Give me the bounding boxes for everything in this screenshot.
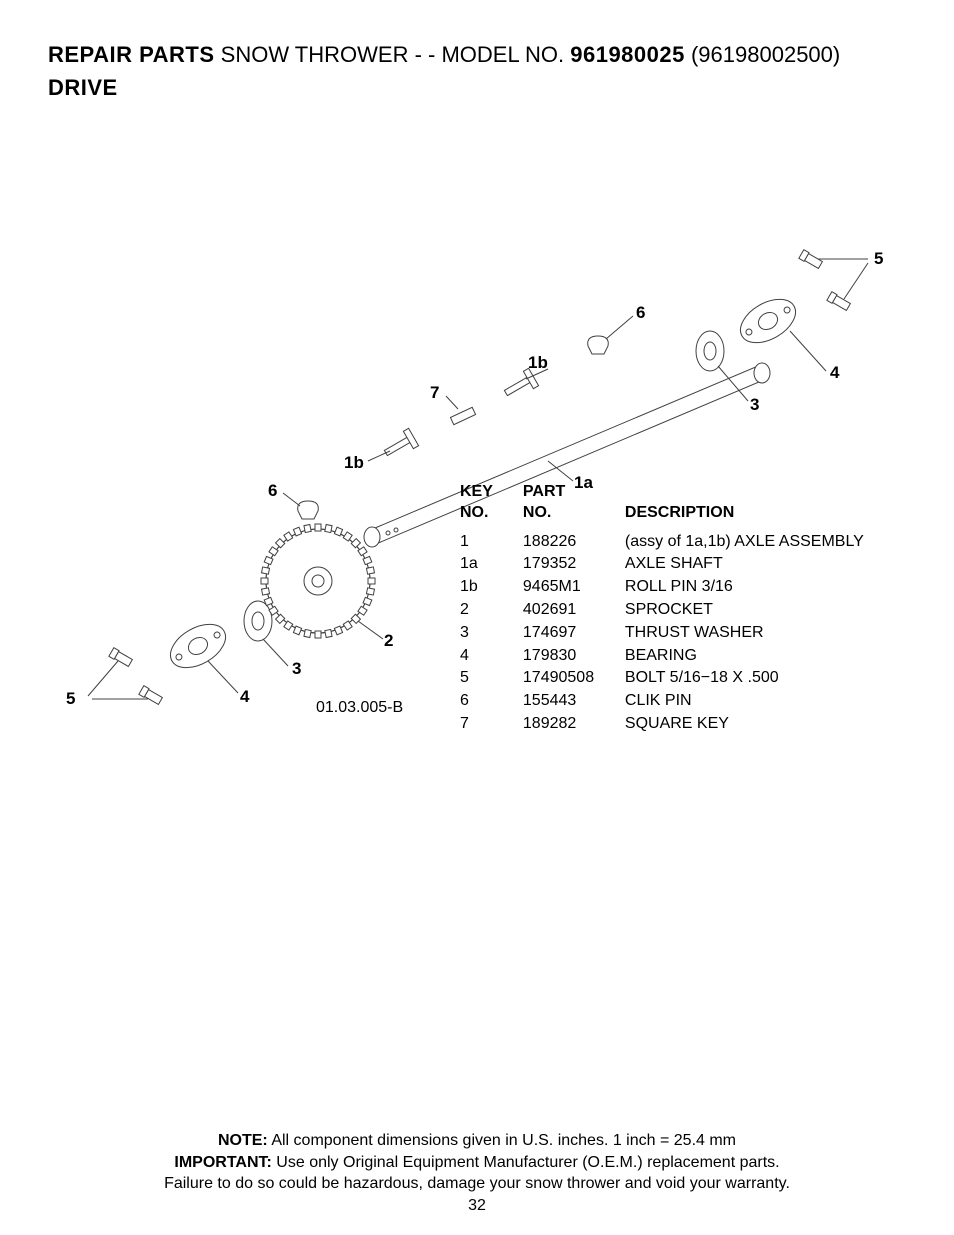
header-desc: DESCRIPTION <box>625 482 892 530</box>
cell-key: 1a <box>460 554 521 575</box>
cell-desc: BOLT 5/16−18 X .500 <box>625 668 892 689</box>
callout-1b-left: 1b <box>344 453 364 473</box>
cell-desc: (assy of 1a,1b) AXLE ASSEMBLY <box>625 532 892 553</box>
callout-6-top: 6 <box>636 303 645 323</box>
cell-part: 17490508 <box>523 668 623 689</box>
important-text: Use only Original Equipment Manufacturer… <box>276 1154 779 1171</box>
cell-part: 174697 <box>523 623 623 644</box>
cell-part: 188226 <box>523 532 623 553</box>
callout-3-left: 3 <box>292 659 301 679</box>
note-text: All component dimensions given in U.S. i… <box>271 1132 736 1149</box>
cell-desc: ROLL PIN 3/16 <box>625 577 892 598</box>
cell-part: 179352 <box>523 554 623 575</box>
parts-table: KEYNO. PARTNO. DESCRIPTION 1188226(assy … <box>458 480 894 737</box>
cell-key: 4 <box>460 646 521 667</box>
title-line-1: REPAIR PARTS SNOW THROWER - - MODEL NO. … <box>48 40 906 71</box>
table-row: 7189282SQUARE KEY <box>460 714 892 735</box>
footer-notes: NOTE: All component dimensions given in … <box>0 1130 954 1195</box>
table-row: 1a179352AXLE SHAFT <box>460 554 892 575</box>
cell-key: 6 <box>460 691 521 712</box>
square-key-icon <box>450 407 475 424</box>
cell-desc: SQUARE KEY <box>625 714 892 735</box>
thrust-washer-right-icon <box>696 331 724 371</box>
cell-key: 1b <box>460 577 521 598</box>
callout-7: 7 <box>430 383 439 403</box>
section-label: DRIVE <box>48 75 906 101</box>
cell-key: 2 <box>460 600 521 621</box>
callout-6-left: 6 <box>268 481 277 501</box>
clik-pin-left-icon <box>298 501 319 519</box>
cell-part: 9465M1 <box>523 577 623 598</box>
cell-desc: BEARING <box>625 646 892 667</box>
cell-desc: THRUST WASHER <box>625 623 892 644</box>
cell-part: 189282 <box>523 714 623 735</box>
table-row: 517490508BOLT 5/16−18 X .500 <box>460 668 892 689</box>
repair-parts-label: REPAIR PARTS <box>48 42 215 67</box>
cell-part: 155443 <box>523 691 623 712</box>
important-line: IMPORTANT: Use only Original Equipment M… <box>0 1152 954 1174</box>
clik-pin-right-icon <box>588 336 609 354</box>
bearing-left-icon <box>163 615 233 676</box>
roll-pin-left-icon <box>381 428 419 461</box>
callout-4-right: 4 <box>830 363 839 383</box>
callout-3-right: 3 <box>750 395 759 415</box>
page-header: REPAIR PARTS SNOW THROWER - - MODEL NO. … <box>48 40 906 101</box>
model-bold: 961980025 <box>570 42 685 67</box>
callout-1b-right: 1b <box>528 353 548 373</box>
page-number: 32 <box>0 1197 954 1215</box>
warning-line: Failure to do so could be hazardous, dam… <box>0 1173 954 1195</box>
drawing-code: 01.03.005-B <box>316 699 403 717</box>
cell-desc: AXLE SHAFT <box>625 554 892 575</box>
cell-part: 402691 <box>523 600 623 621</box>
table-row: 6155443CLIK PIN <box>460 691 892 712</box>
sprocket-icon <box>266 529 370 633</box>
callout-5-top-right: 5 <box>874 249 883 269</box>
cell-key: 5 <box>460 668 521 689</box>
table-row: 1188226(assy of 1a,1b) AXLE ASSEMBLY <box>460 532 892 553</box>
cell-desc: SPROCKET <box>625 600 892 621</box>
table-row: 3174697THRUST WASHER <box>460 623 892 644</box>
note-label: NOTE: <box>218 1132 268 1149</box>
cell-key: 1 <box>460 532 521 553</box>
bearing-right-icon <box>733 290 803 351</box>
table-row: 2402691SPROCKET <box>460 600 892 621</box>
callout-4-left: 4 <box>240 687 249 707</box>
bolts-left-icon <box>109 647 163 705</box>
thrust-washer-left-icon <box>244 601 272 641</box>
callout-2: 2 <box>384 631 393 651</box>
header-part: PARTNO. <box>523 482 623 530</box>
model-paren: (96198002500) <box>691 42 840 67</box>
callout-5-left: 5 <box>66 689 75 709</box>
cell-key: 3 <box>460 623 521 644</box>
cell-key: 7 <box>460 714 521 735</box>
cell-part: 179830 <box>523 646 623 667</box>
product-label: SNOW THROWER - - MODEL NO. <box>221 42 564 67</box>
header-key: KEYNO. <box>460 482 521 530</box>
important-label: IMPORTANT: <box>174 1154 271 1171</box>
table-row: 1b9465M1ROLL PIN 3/16 <box>460 577 892 598</box>
table-row: 4179830BEARING <box>460 646 892 667</box>
note-line: NOTE: All component dimensions given in … <box>0 1130 954 1152</box>
table-header-row: KEYNO. PARTNO. DESCRIPTION <box>460 482 892 530</box>
cell-desc: CLIK PIN <box>625 691 892 712</box>
roll-pin-right-icon <box>501 368 539 401</box>
